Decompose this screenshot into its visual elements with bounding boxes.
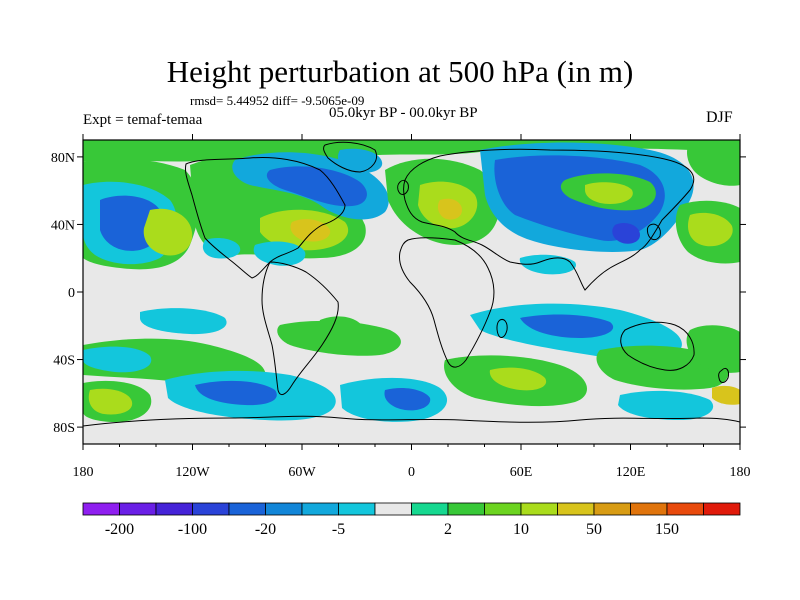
contour-central-america-cyan: [253, 241, 306, 266]
colorbar-swatch: [666, 502, 704, 516]
colorbar-swatch: [155, 502, 193, 516]
colorbar-label: -200: [105, 521, 134, 538]
colorbar-swatch: [593, 502, 631, 516]
contour-north-pacific-yellow: [143, 208, 193, 256]
contour-europe-orange: [437, 198, 462, 220]
colorbar-swatch: [374, 502, 412, 516]
coastlines: [83, 141, 740, 427]
colorbar-swatch: [630, 502, 668, 516]
lon-label: 60W: [288, 465, 316, 480]
colorbar-swatch: [228, 502, 266, 516]
colorbar-swatch: [520, 502, 558, 516]
contour-indian-ocean-blue: [520, 314, 614, 338]
contour-fields: [83, 140, 740, 422]
colorbar-swatch: [557, 502, 595, 516]
colorbar-swatch: [119, 502, 157, 516]
lat-label: 40S: [53, 354, 75, 369]
coast-madagascar: [496, 319, 508, 338]
colorbar-swatch: [338, 502, 376, 516]
colorbar-swatch: [192, 502, 230, 516]
contour-west-pacific-yellow: [687, 212, 733, 247]
coast-japan: [646, 223, 661, 241]
stats-label: rmsd= 5.44952 diff= -9.5065e-09: [190, 93, 365, 108]
coast-north-america: [185, 157, 346, 279]
coast-british-isles: [397, 179, 409, 195]
colorbar-label: 10: [513, 521, 529, 538]
lat-label: 0: [68, 286, 75, 301]
lat-label: 80N: [51, 151, 75, 166]
colorbar-swatch: [301, 502, 339, 516]
colorbar-label: 2: [444, 521, 452, 538]
experiment-label: Expt = temaf-temaa: [83, 112, 203, 128]
colorbar-label: 50: [586, 521, 602, 538]
lon-label: 60E: [510, 465, 533, 480]
contour-south-pacific-cyan: [83, 346, 152, 373]
contour-east-pacific-cyan: [140, 308, 227, 335]
contour-southeast-pacific-green: [686, 325, 740, 373]
latitude-axis: 80N 40N 0 40S 80S: [51, 151, 746, 436]
contour-namerica-orange: [290, 219, 331, 242]
map-title: Height perturbation at 500 hPa (in m): [166, 54, 634, 89]
colorbar-swatch: [703, 502, 741, 516]
contour-southeast-pacific-orange: [712, 385, 740, 405]
contour-asia-darkblue: [612, 223, 640, 244]
contour-southwest-pacific-yellow: [88, 388, 133, 415]
contour-south-indian-blue: [384, 387, 431, 411]
contour-east-asia-cyan: [519, 254, 576, 275]
lon-label: 120W: [175, 465, 210, 480]
colorbar-swatch: [484, 502, 522, 516]
coast-africa: [399, 237, 495, 368]
contour-southern-ocean-green: [277, 320, 401, 356]
coast-antarctica: [83, 415, 740, 427]
coast-greenland: [323, 141, 377, 173]
season-label: DJF: [706, 109, 733, 126]
colorbar-swatch: [265, 502, 303, 516]
period-label: 05.0kyr BP - 00.0kyr BP: [329, 105, 478, 121]
lat-label: 80S: [53, 421, 75, 436]
lat-label: 40N: [51, 218, 75, 233]
contour-siberia-yellow: [585, 182, 633, 204]
longitude-axis: 180 120W 60W 0 60E 120E 180: [73, 134, 751, 480]
contour-mexico-cyan: [202, 237, 241, 259]
contour-northeast-green: [687, 140, 740, 186]
contour-canada-blue: [266, 166, 367, 207]
contour-australia-cyan: [618, 390, 714, 420]
lon-label: 180: [730, 465, 751, 480]
coast-new-zealand: [718, 367, 729, 383]
lon-label: 0: [408, 465, 415, 480]
coast-south-america: [261, 261, 339, 396]
coast-eurasia: [403, 148, 695, 291]
colorbar: -200 -100 -20 -5 2 10 50 150: [82, 502, 741, 538]
colorbar-swatch: [411, 502, 449, 516]
colorbar-swatch: [82, 502, 120, 516]
coast-australia: [620, 321, 695, 371]
colorbar-label: -20: [255, 521, 276, 538]
colorbar-label: -5: [332, 521, 345, 538]
colorbar-swatch: [447, 502, 485, 516]
colorbar-label: -100: [178, 521, 207, 538]
contour-south-atlantic-blue: [195, 380, 277, 406]
contour-south-africa-yellow: [489, 367, 547, 391]
colorbar-label: 150: [655, 521, 679, 538]
lon-label: 120E: [616, 465, 646, 480]
lon-label: 180: [73, 465, 94, 480]
